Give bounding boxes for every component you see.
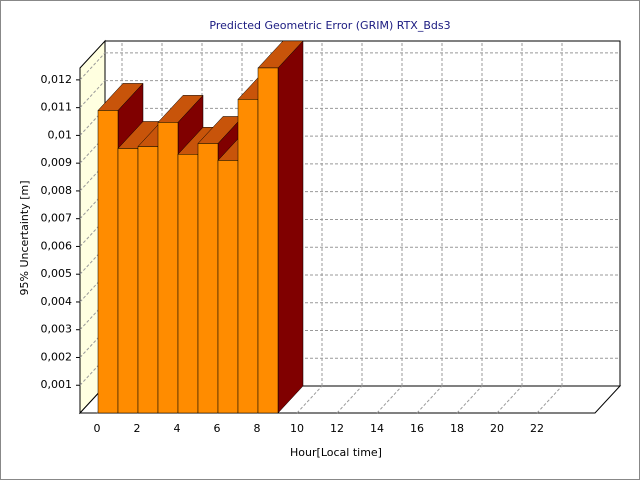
bar	[137, 146, 159, 414]
y-tick-label: 0,003	[41, 323, 73, 336]
y-tick-label: 0,004	[41, 295, 73, 308]
bar	[237, 99, 259, 414]
y-tick-label: 0,01	[48, 128, 73, 141]
y-axis-label: 95% Uncertainty [m]	[18, 180, 31, 295]
bar-side	[277, 40, 304, 414]
grid-line	[296, 385, 323, 414]
bar	[97, 110, 119, 414]
x-tick-label: 8	[254, 422, 261, 435]
x-tick-label: 18	[450, 422, 464, 435]
x-tick-label: 6	[214, 422, 221, 435]
y-tick-label: 0,012	[41, 73, 73, 86]
y-tick-label: 0,002	[41, 350, 73, 363]
bar	[197, 143, 219, 414]
grid-line	[536, 385, 563, 414]
grid-line	[416, 385, 443, 414]
x-tick-label: 4	[174, 422, 181, 435]
x-tick-label: 10	[290, 422, 304, 435]
bar	[257, 67, 279, 414]
x-tick-label: 20	[490, 422, 504, 435]
grid-line	[456, 385, 483, 414]
x-tick-label: 12	[330, 422, 344, 435]
y-tick-label: 0,008	[41, 184, 73, 197]
y-tick-label: 0,005	[41, 267, 73, 280]
y-tick-label: 0,007	[41, 212, 73, 225]
grid-line	[79, 80, 106, 108]
x-tick-label: 22	[530, 422, 544, 435]
x-axis-label: Hour[Local time]	[290, 446, 382, 459]
y-tick-label: 0,009	[41, 156, 73, 169]
grid-line	[496, 385, 523, 414]
bar	[157, 122, 179, 414]
bar	[217, 160, 239, 414]
grid-line	[376, 385, 403, 414]
x-tick-label: 14	[370, 422, 384, 435]
x-tick-label: 2	[134, 422, 141, 435]
grid-line	[79, 52, 106, 81]
y-tick-label: 0,001	[41, 378, 73, 391]
bar	[177, 154, 199, 414]
y-tick-label: 0,011	[41, 101, 73, 114]
grid-line	[336, 385, 363, 414]
bar	[117, 148, 139, 414]
x-tick-label: 0	[94, 422, 101, 435]
chart-title: Predicted Geometric Error (GRIM) RTX_Bds…	[209, 19, 450, 32]
x-tick-label: 16	[410, 422, 424, 435]
y-tick-label: 0,006	[41, 239, 73, 252]
